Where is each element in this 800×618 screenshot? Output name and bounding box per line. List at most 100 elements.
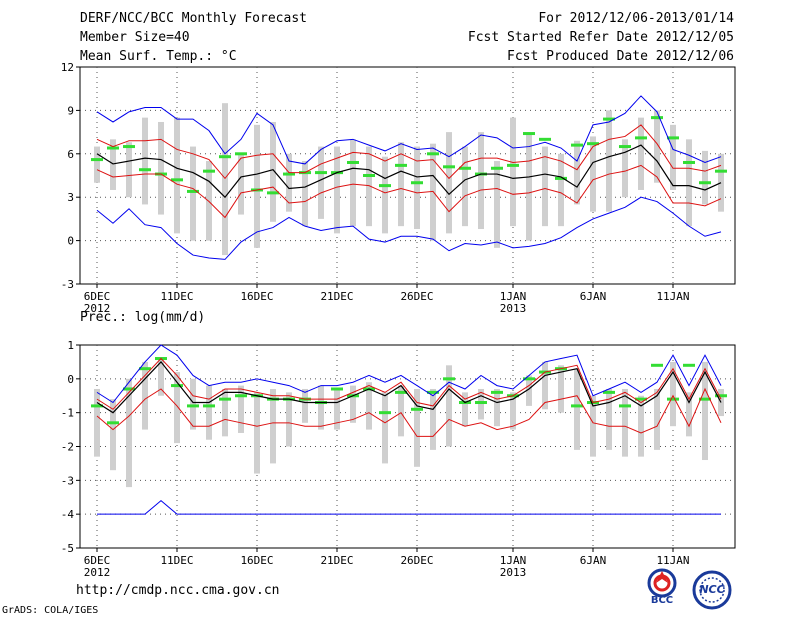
ensemble-spread-box xyxy=(622,139,628,198)
ensemble-median-mark xyxy=(283,172,295,176)
ensemble-spread-box xyxy=(638,395,644,457)
ensemble-median-mark xyxy=(475,401,487,405)
ensemble-median-mark xyxy=(555,176,567,180)
ensemble-spread-box xyxy=(126,378,132,488)
ensemble-spread-box xyxy=(254,124,260,248)
variable-label: Mean Surf. Temp.: °C xyxy=(80,49,237,64)
ensemble-spread-box xyxy=(686,139,692,227)
ensemble-spread-box xyxy=(654,388,660,450)
series-lower-line xyxy=(96,387,722,437)
ensemble-spread-box xyxy=(350,139,356,227)
ensemble-spread-box xyxy=(190,146,196,241)
ensemble-spread-box xyxy=(670,124,676,190)
ensemble-spread-box xyxy=(462,392,468,427)
ensemble-median-mark xyxy=(411,181,423,185)
ensemble-median-mark xyxy=(459,166,471,170)
ensemble-median-mark xyxy=(523,132,535,136)
ensemble-spread-box xyxy=(606,388,612,450)
forecast-period: For 2012/12/06-2013/01/14 xyxy=(538,11,734,26)
x-tick-label: 6JAN xyxy=(580,554,607,567)
ensemble-spread-box xyxy=(206,161,212,241)
ensemble-median-mark xyxy=(139,367,151,371)
series-max-line xyxy=(96,95,722,165)
x-tick-year: 2012 xyxy=(84,566,111,579)
ensemble-spread-box xyxy=(638,117,644,190)
x-tick-label: 11JAN xyxy=(656,554,689,567)
ensemble-spread-box xyxy=(334,146,340,234)
ensemble-spread-box xyxy=(366,146,372,227)
y-tick-label: -3 xyxy=(61,278,74,291)
x-tick-label: 1JAN xyxy=(500,290,527,303)
ensemble-median-mark xyxy=(571,404,583,408)
x-tick-year: 2013 xyxy=(500,566,527,579)
ensemble-median-mark xyxy=(395,390,407,394)
ensemble-spread-box xyxy=(94,388,100,457)
ensemble-spread-box xyxy=(510,392,516,430)
x-tick-label: 11DEC xyxy=(160,554,193,567)
x-tick-label: 11JAN xyxy=(656,290,689,303)
ensemble-spread-box xyxy=(622,388,628,457)
ensemble-median-mark xyxy=(107,146,119,150)
ensemble-spread-box xyxy=(526,375,532,406)
ensemble-median-mark xyxy=(187,189,199,193)
series-mean-line xyxy=(96,144,722,199)
ensemble-median-mark xyxy=(91,404,103,408)
panel2-title: Prec.: log(mm/d) xyxy=(80,310,206,325)
ensemble-spread-box xyxy=(174,372,180,444)
ensemble-spread-box xyxy=(590,395,596,457)
ensemble-spread-box xyxy=(302,388,308,423)
ensemble-median-mark xyxy=(523,377,535,381)
x-tick-label: 1JAN xyxy=(500,554,527,567)
y-tick-label: -2 xyxy=(61,441,74,454)
ensemble-spread-box xyxy=(686,392,692,437)
ensemble-spread-box xyxy=(462,146,468,227)
ensemble-spread-box xyxy=(110,139,116,190)
ensemble-median-mark xyxy=(91,158,103,162)
ensemble-spread-box xyxy=(558,153,564,227)
ensemble-spread-box xyxy=(670,361,676,427)
ensemble-spread-box xyxy=(238,153,244,215)
ensemble-median-mark xyxy=(539,137,551,141)
ensemble-spread-box xyxy=(430,388,436,450)
ensemble-spread-box xyxy=(526,134,532,241)
ensemble-spread-box xyxy=(542,361,548,410)
ensemble-spread-box xyxy=(318,146,324,219)
ensemble-median-mark xyxy=(219,397,231,401)
series-min-line xyxy=(96,196,722,260)
ensemble-spread-box xyxy=(142,117,148,205)
ensemble-spread-box xyxy=(702,150,708,205)
ensemble-spread-box xyxy=(254,392,260,474)
footer-url[interactable]: http://cmdp.ncc.cma.gov.cn xyxy=(76,583,280,598)
y-tick-label: 9 xyxy=(67,104,74,117)
x-tick-label: 26DEC xyxy=(400,290,433,303)
ensemble-median-mark xyxy=(587,142,599,146)
ensemble-spread-box xyxy=(142,361,148,430)
ensemble-median-mark xyxy=(139,168,151,172)
ensemble-spread-box xyxy=(94,146,100,183)
x-tick-label: 21DEC xyxy=(320,554,353,567)
series-min-line xyxy=(97,499,721,515)
y-tick-label: 0 xyxy=(67,373,74,386)
ensemble-median-mark xyxy=(267,191,279,195)
grads-credit: GrADS: COLA/IGES xyxy=(2,605,99,616)
x-tick-label: 16DEC xyxy=(240,290,273,303)
ensemble-median-mark xyxy=(683,160,695,164)
ensemble-spread-box xyxy=(510,117,516,227)
bcc-logo: BCC xyxy=(642,567,682,609)
ensemble-median-mark xyxy=(123,387,135,391)
ensemble-spread-box xyxy=(414,388,420,467)
ensemble-median-mark xyxy=(715,394,727,398)
ensemble-spread-box xyxy=(190,378,196,430)
ensemble-median-mark xyxy=(123,145,135,149)
x-tick-year: 2013 xyxy=(500,302,527,315)
y-tick-label: 6 xyxy=(67,148,74,161)
ensemble-median-mark xyxy=(571,143,583,147)
ensemble-median-mark xyxy=(107,421,119,425)
x-tick-label: 16DEC xyxy=(240,554,273,567)
ensemble-median-mark xyxy=(395,163,407,167)
ensemble-spread-box xyxy=(366,382,372,430)
ensemble-median-mark xyxy=(331,387,343,391)
ensemble-median-mark xyxy=(699,181,711,185)
fcst-started-date: Fcst Started Refer Date 2012/12/05 xyxy=(467,30,734,45)
ensemble-median-mark xyxy=(443,377,455,381)
